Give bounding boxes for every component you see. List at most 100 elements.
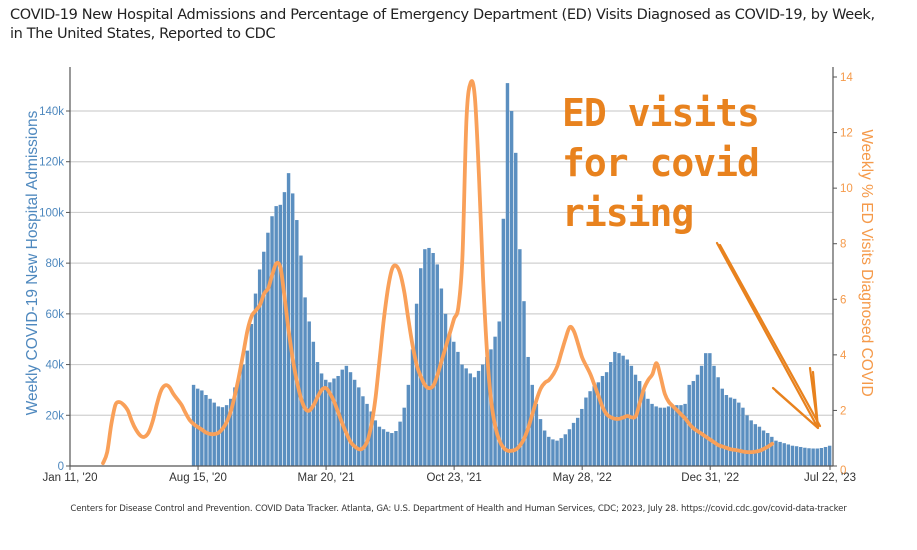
admissions-bar bbox=[278, 204, 283, 466]
left-y-ticks: 0 20k 40k 60k 80k 100k 120k 140k bbox=[39, 106, 70, 473]
admissions-bar bbox=[505, 83, 510, 467]
admissions-bar bbox=[662, 407, 667, 466]
admissions-bar bbox=[786, 444, 791, 466]
admissions-bar bbox=[485, 356, 489, 466]
admissions-bar bbox=[732, 398, 737, 466]
admissions-bar bbox=[319, 373, 324, 466]
admissions-bar bbox=[365, 403, 369, 467]
admissions-bar bbox=[216, 406, 221, 466]
admissions-bar bbox=[679, 405, 683, 466]
admissions-bar bbox=[290, 193, 295, 466]
admissions-bar bbox=[431, 253, 435, 466]
title-line-1: COVID-19 New Hospital Admissions and Per… bbox=[10, 7, 875, 23]
annotation-arrow-icon bbox=[715, 241, 822, 430]
admissions-bar bbox=[596, 382, 601, 466]
x-tick-label: Jan 11, '20 bbox=[42, 472, 97, 484]
right-axis-title: Weekly % ED Visits Diagnosed COVID bbox=[858, 129, 875, 396]
admissions-bar bbox=[410, 349, 415, 466]
admissions-bar bbox=[447, 334, 452, 466]
admissions-bar bbox=[237, 377, 241, 466]
admissions-bar bbox=[497, 321, 501, 466]
right-tick-label: 8 bbox=[840, 239, 846, 251]
admissions-bar bbox=[658, 407, 663, 466]
admissions-bar bbox=[794, 446, 799, 466]
chart-title: COVID-19 New Hospital Admissions and Per… bbox=[10, 6, 910, 44]
admissions-bar bbox=[452, 341, 456, 466]
admissions-bar bbox=[720, 388, 724, 466]
admissions-bar bbox=[262, 251, 266, 466]
x-tick-label: Jul 22, '23 bbox=[804, 472, 856, 484]
right-tick-label: 12 bbox=[840, 128, 853, 140]
admissions-bar bbox=[357, 387, 361, 466]
admissions-bar bbox=[398, 421, 402, 467]
admissions-bar bbox=[621, 355, 625, 466]
admissions-bar bbox=[493, 336, 497, 466]
admissions-bar bbox=[538, 419, 543, 466]
admissions-bar bbox=[299, 255, 303, 466]
admissions-bar bbox=[819, 448, 824, 466]
admissions-bar bbox=[443, 313, 448, 466]
admissions-bar bbox=[315, 362, 320, 466]
admissions-bar bbox=[526, 356, 530, 466]
admissions-bar bbox=[567, 429, 572, 466]
admissions-bar bbox=[245, 350, 249, 467]
right-y-ticks: 0 2 4 6 8 10 12 14 bbox=[833, 72, 853, 477]
admissions-bar bbox=[716, 377, 720, 466]
admissions-bar bbox=[439, 288, 444, 466]
admissions-bar bbox=[414, 303, 419, 466]
admissions-bar bbox=[683, 403, 687, 467]
admissions-bar bbox=[563, 434, 568, 466]
admissions-bar bbox=[328, 382, 332, 466]
admissions-bar bbox=[803, 447, 807, 466]
admissions-bar bbox=[799, 446, 803, 466]
admissions-bar bbox=[774, 440, 778, 466]
admissions-bar bbox=[815, 448, 819, 466]
x-tick-label: Oct 23, '21 bbox=[426, 472, 481, 484]
left-tick-label: 20k bbox=[45, 410, 64, 422]
admissions-bar bbox=[757, 426, 762, 466]
admissions-bar bbox=[745, 415, 749, 466]
admissions-bar bbox=[344, 365, 349, 466]
admissions-bar bbox=[518, 249, 522, 466]
admissions-bar bbox=[580, 408, 584, 466]
admissions-bar bbox=[555, 440, 559, 466]
x-tick-label: Dec 31, '22 bbox=[681, 472, 739, 484]
admissions-bar bbox=[625, 359, 629, 466]
admissions-bar bbox=[253, 293, 258, 466]
admissions-bar bbox=[695, 374, 700, 466]
admissions-bar bbox=[704, 353, 708, 466]
x-tick-label: Mar 20, '21 bbox=[298, 472, 355, 484]
admissions-bar bbox=[509, 111, 514, 466]
left-tick-label: 0 bbox=[58, 461, 64, 473]
admissions-bar bbox=[749, 420, 753, 466]
admissions-bar bbox=[584, 397, 588, 466]
annotation-line-2: for covid bbox=[562, 141, 759, 185]
admissions-bar bbox=[257, 269, 262, 466]
admissions-bar bbox=[770, 436, 774, 466]
admissions-bar bbox=[419, 268, 423, 466]
admissions-bar bbox=[229, 398, 233, 466]
admissions-bar bbox=[361, 396, 365, 466]
admissions-bar bbox=[468, 373, 473, 466]
left-tick-label: 140k bbox=[39, 106, 64, 118]
admissions-bar bbox=[600, 375, 605, 466]
left-tick-label: 40k bbox=[45, 360, 64, 372]
axes bbox=[69, 67, 834, 467]
admissions-bar bbox=[220, 407, 225, 466]
admissions-bar bbox=[480, 364, 485, 466]
admissions-bar bbox=[708, 353, 712, 466]
admissions-bar bbox=[790, 445, 795, 466]
x-tick-label: May 28, '22 bbox=[553, 472, 612, 484]
source-footnote: Centers for Disease Control and Preventi… bbox=[70, 504, 847, 514]
admissions-bar bbox=[613, 351, 617, 466]
right-tick-label: 2 bbox=[840, 405, 846, 417]
title-line-2: in The United States, Reported to CDC bbox=[10, 26, 276, 42]
ed-visits-line bbox=[101, 79, 775, 466]
admissions-bar bbox=[675, 405, 679, 466]
admissions-bar bbox=[691, 381, 696, 466]
admissions-bar bbox=[646, 398, 650, 466]
admissions-bar bbox=[435, 264, 439, 466]
admissions-bar bbox=[373, 420, 378, 466]
admissions-bar bbox=[274, 206, 278, 466]
admissions-bar bbox=[456, 351, 460, 466]
